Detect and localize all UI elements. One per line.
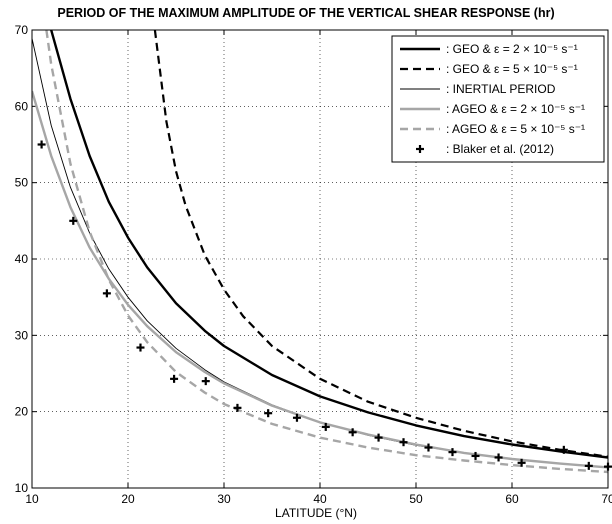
data-point-marker <box>170 374 179 383</box>
data-point-marker <box>321 422 330 431</box>
data-point-marker <box>559 445 568 454</box>
legend-label: : GEO & ε = 5 × 10⁻⁵ s⁻¹ <box>446 62 578 76</box>
legend-label: : Blaker et al. (2012) <box>446 142 554 156</box>
data-point-marker <box>374 433 383 442</box>
data-point-marker <box>201 377 210 386</box>
data-point-marker <box>471 451 480 460</box>
legend-label: : INERTIAL PERIOD <box>446 82 556 96</box>
x-axis-label: LATITUDE (°N) <box>275 506 357 520</box>
data-point-marker <box>584 461 593 470</box>
legend-label: : AGEO & ε = 2 × 10⁻⁵ s⁻¹ <box>446 102 585 116</box>
data-point-marker <box>424 443 433 452</box>
data-point-marker <box>494 453 503 462</box>
data-point-marker <box>136 343 145 352</box>
x-tick-labels: 10 20 30 40 50 60 70 <box>25 492 612 506</box>
y-tick-label: 50 <box>15 176 29 190</box>
legend: : GEO & ε = 2 × 10⁻⁵ s⁻¹ : GEO & ε = 5 × … <box>391 35 605 163</box>
data-point-marker <box>448 448 457 457</box>
x-tick-label: 40 <box>313 492 327 506</box>
series-line-0 <box>50 30 608 459</box>
y-tick-label: 70 <box>15 23 29 37</box>
series-line-1 <box>153 30 608 458</box>
data-point-marker <box>69 216 78 225</box>
series-line-4 <box>45 30 608 474</box>
y-tick-label: 10 <box>15 481 29 495</box>
data-point-marker <box>416 145 424 153</box>
x-tick-label: 70 <box>601 492 612 506</box>
x-tick-label: 60 <box>505 492 519 506</box>
data-point-marker <box>517 458 526 467</box>
series-lines <box>32 30 608 474</box>
series-line-3 <box>32 90 608 469</box>
data-point-marker <box>292 413 301 422</box>
data-point-marker <box>399 438 408 447</box>
x-tick-label: 20 <box>121 492 135 506</box>
x-tick-label: 10 <box>25 492 39 506</box>
legend-box <box>391 35 605 163</box>
y-tick-label: 40 <box>15 252 29 266</box>
data-point-marker <box>233 403 242 412</box>
x-tick-label: 30 <box>217 492 231 506</box>
data-point-marker <box>348 428 357 437</box>
data-point-marker <box>37 140 46 149</box>
data-point-marker <box>264 409 273 418</box>
y-tick-label: 30 <box>15 328 29 342</box>
y-tick-label: 20 <box>15 405 29 419</box>
legend-label: : AGEO & ε = 5 × 10⁻⁵ s⁻¹ <box>446 122 585 136</box>
plot-frame <box>31 29 609 489</box>
y-tick-label: 60 <box>15 99 29 113</box>
chart-title: PERIOD OF THE MAXIMUM AMPLITUDE OF THE V… <box>57 6 554 20</box>
x-tick-label: 50 <box>409 492 423 506</box>
y-tick-labels: 10 20 30 40 50 60 70 <box>15 23 29 495</box>
data-point-marker <box>102 289 111 298</box>
legend-label: : GEO & ε = 2 × 10⁻⁵ s⁻¹ <box>446 42 578 56</box>
